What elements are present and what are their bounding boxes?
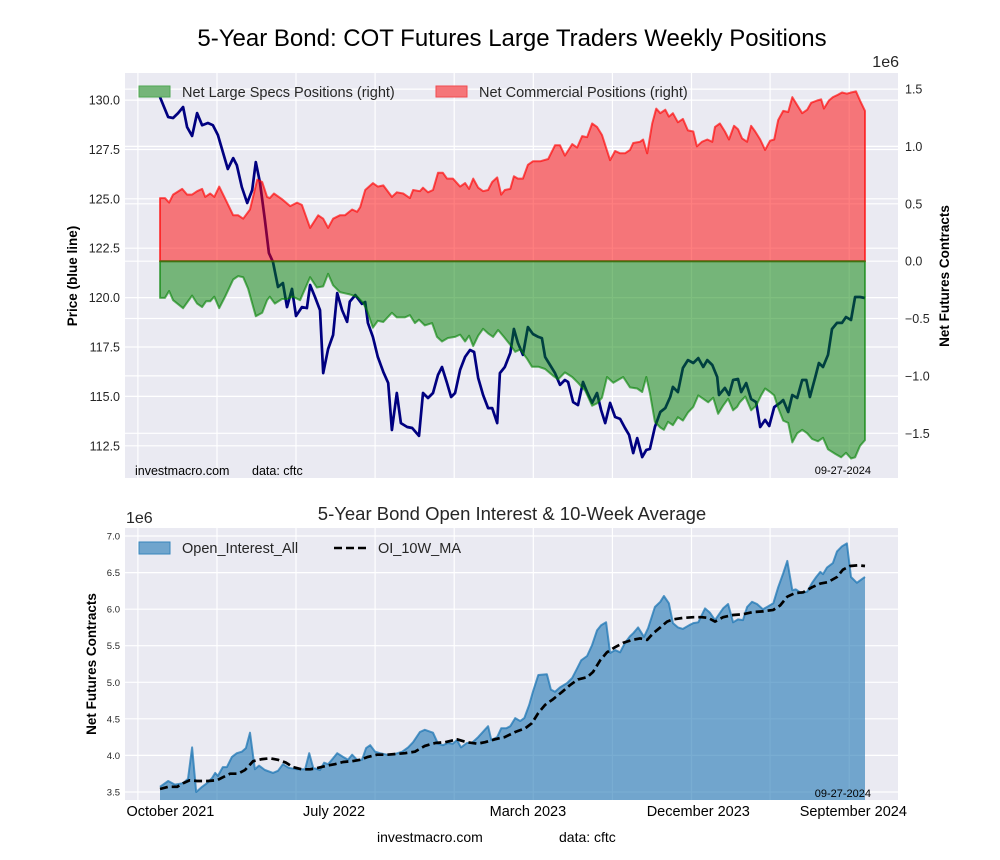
legend-swatch-commercial xyxy=(435,85,468,98)
legend-swatch-large-specs xyxy=(138,85,171,98)
price-tick-label: 122.5 xyxy=(89,242,120,256)
open-interest-tick-label: 4.5 xyxy=(107,714,120,725)
price-tick-label: 130.0 xyxy=(89,94,120,108)
legend-item-large-specs: Net Large Specs Positions (right) xyxy=(138,85,395,101)
date-tick-label: July 2022 xyxy=(303,804,365,820)
positions-marks xyxy=(158,90,866,460)
price-tick-label: 127.5 xyxy=(89,143,120,157)
contracts-tick-label: 0.0 xyxy=(905,255,922,269)
open-interest-tick-label: 4.0 xyxy=(107,751,120,762)
large-specs-positions-area xyxy=(159,260,866,460)
contracts-tick-label: −1.5 xyxy=(905,427,930,441)
date-tick-label: December 2023 xyxy=(647,804,750,820)
positions-legend: Net Large Specs Positions (right) Net Co… xyxy=(138,85,688,101)
open-interest-tick-label: 5.0 xyxy=(107,678,120,689)
contracts-tick-label: −0.5 xyxy=(905,312,930,326)
legend-label-moving-average: OI_10W_MA xyxy=(378,541,461,557)
open-interest-date-label: 09-27-2024 xyxy=(815,788,871,800)
open-interest-area xyxy=(160,543,865,800)
open-interest-title: 5-Year Bond Open Interest & 10-Week Aver… xyxy=(318,503,706,524)
contracts-tick-label: 1.5 xyxy=(905,83,922,97)
price-axis-label: Price (blue line) xyxy=(65,226,80,327)
legend-item-open-interest: Open_Interest_All xyxy=(138,541,298,557)
source-data-note: data: cftc xyxy=(252,464,303,478)
legend-label-commercial: Net Commercial Positions (right) xyxy=(479,85,688,101)
open-interest-chart: 5-Year Bond Open Interest & 10-Week Aver… xyxy=(84,503,907,820)
price-tick-label: 112.5 xyxy=(90,439,120,453)
positions-chart: 112.5 115.0 117.5 120.0 122.5 125.0 127.5 130.0… xyxy=(65,54,952,478)
contracts-tick-label: 0.5 xyxy=(905,197,922,211)
commercial-positions-area xyxy=(159,90,866,263)
price-tick-label: 120.0 xyxy=(89,291,120,305)
source-site-note: investmacro.com xyxy=(135,464,229,478)
footer-data-source: data: cftc xyxy=(559,829,616,845)
report-date-label: 09-27-2024 xyxy=(815,465,871,477)
footer-site: investmacro.com xyxy=(377,829,483,845)
open-interest-tick-label: 7.0 xyxy=(107,532,120,543)
legend-label-large-specs: Net Large Specs Positions (right) xyxy=(182,85,395,101)
legend-swatch-open-interest xyxy=(138,541,171,555)
legend-item-commercial: Net Commercial Positions (right) xyxy=(435,85,688,101)
open-interest-axis-ticks: 3.5 4.0 4.5 5.0 5.5 6.0 6.5 7.0 xyxy=(107,532,120,799)
open-interest-tick-label: 6.5 xyxy=(107,568,120,579)
open-interest-axis-label: Net Futures Contracts xyxy=(84,593,99,735)
date-axis-ticks: October 2021 July 2022 March 2023 December … xyxy=(126,804,906,820)
date-tick-label: March 2023 xyxy=(490,804,567,820)
legend-item-moving-average: OI_10W_MA xyxy=(334,541,461,557)
price-tick-label: 117.5 xyxy=(90,341,120,355)
date-tick-label: October 2021 xyxy=(126,804,214,820)
figure-title: 5-Year Bond: COT Futures Large Traders W… xyxy=(197,25,826,52)
open-interest-legend: Open_Interest_All OI_10W_MA xyxy=(138,541,461,557)
contracts-tick-label: −1.0 xyxy=(905,369,930,383)
open-interest-tick-label: 6.0 xyxy=(107,605,120,616)
right-axis-scale-label: 1e6 xyxy=(872,54,899,71)
price-tick-label: 125.0 xyxy=(89,192,120,206)
legend-label-open-interest: Open_Interest_All xyxy=(182,541,298,557)
open-interest-scale-label: 1e6 xyxy=(126,510,153,527)
open-interest-line xyxy=(159,542,866,793)
price-tick-label: 115.0 xyxy=(90,390,120,404)
moving-average-line xyxy=(159,563,866,791)
positions-series-group xyxy=(158,90,866,460)
contracts-axis-label: Net Futures Contracts xyxy=(937,205,952,347)
open-interest-series-group xyxy=(159,542,866,800)
contracts-axis-ticks: −1.5 −1.0 −0.5 0.0 0.5 1.0 1.5 xyxy=(905,83,930,441)
date-tick-label: September 2024 xyxy=(800,804,907,820)
contracts-tick-label: 1.0 xyxy=(905,140,922,154)
open-interest-tick-label: 3.5 xyxy=(107,788,120,799)
open-interest-marks xyxy=(159,542,866,800)
price-axis-ticks: 112.5 115.0 117.5 120.0 122.5 125.0 127.5 130.0 xyxy=(89,94,120,454)
open-interest-tick-label: 5.5 xyxy=(107,641,120,652)
